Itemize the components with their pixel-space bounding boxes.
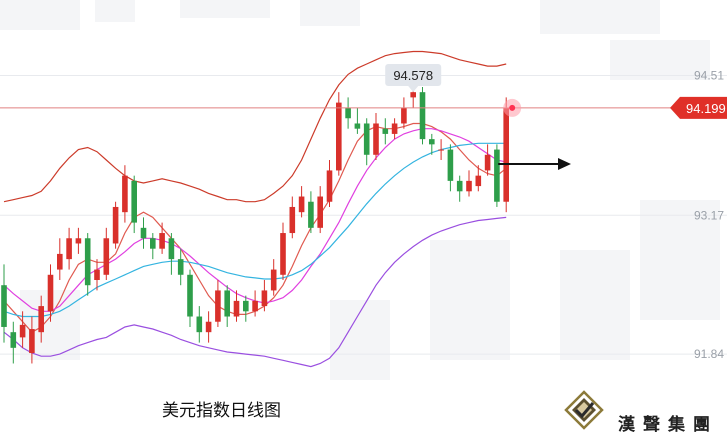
candle-body — [326, 170, 333, 202]
peak-label-pointer — [408, 86, 419, 92]
candle-body — [289, 206, 296, 234]
candle-body — [308, 201, 314, 228]
candle-body — [187, 274, 193, 317]
watermark-block — [560, 250, 630, 360]
candle-body — [122, 175, 128, 213]
peak-label-box — [385, 64, 442, 86]
watermark-block — [540, 0, 660, 34]
watermark-block — [330, 300, 390, 380]
candle-body — [66, 238, 72, 260]
candle-body — [494, 149, 500, 202]
watermark-block — [95, 0, 135, 22]
candle-body — [243, 300, 249, 312]
candle-body — [177, 259, 184, 275]
candle-body — [466, 180, 472, 192]
current-price-label: 94.199 — [686, 101, 726, 116]
candle-body — [57, 253, 63, 270]
candle-body — [484, 154, 491, 171]
logo-emblem-icon — [564, 390, 604, 430]
candles — [1, 68, 509, 364]
chart-caption: 美元指数日线图 — [162, 401, 281, 421]
candle-body — [391, 123, 398, 134]
grid-lines — [0, 74, 727, 355]
candle-body — [131, 180, 137, 223]
candle-body — [354, 123, 361, 129]
candle-body — [150, 238, 156, 249]
watermark-block — [610, 40, 710, 80]
trend-arrow-head — [558, 158, 571, 170]
company-logo: 漢聲集團 — [562, 388, 727, 438]
candle-body — [261, 290, 268, 307]
logo-text: 漢聲集團 — [618, 415, 718, 435]
candle-body — [401, 107, 407, 124]
y-tick-label: 94.51 — [694, 68, 724, 82]
candle-body — [373, 123, 379, 155]
watermark-block — [430, 240, 510, 360]
candle-body — [252, 300, 258, 312]
candle-body — [345, 107, 351, 119]
y-axis-ticks: 94.51 93.17 91.84 — [694, 68, 724, 361]
annotations: 94.578 94.199 — [0, 64, 727, 170]
candle-body — [317, 196, 323, 228]
candle-body — [38, 306, 44, 333]
candle-body — [29, 329, 35, 354]
candle-body — [140, 227, 147, 239]
peak-label: 94.578 — [393, 68, 433, 83]
candle-body — [270, 269, 277, 291]
candle-body — [456, 180, 463, 192]
candle-body — [205, 321, 212, 333]
lower_band-line — [3, 216, 507, 368]
candle-body — [363, 123, 370, 155]
candle-body — [75, 238, 82, 244]
candle-body — [19, 324, 26, 338]
background-watermark — [0, 0, 720, 380]
candle-body — [1, 285, 7, 327]
candle-body — [168, 238, 175, 260]
candle-body — [84, 238, 91, 286]
upper_band-line — [3, 50, 507, 203]
candle-body — [438, 149, 444, 151]
candle-body — [336, 102, 342, 171]
y-tick-label: 93.17 — [694, 208, 724, 222]
watermark-block — [640, 200, 720, 320]
y-tick-label: 91.84 — [694, 347, 724, 361]
candle-body — [103, 238, 110, 275]
candle-body — [419, 92, 426, 140]
candle-body — [382, 128, 389, 134]
candle-body — [159, 233, 165, 249]
candle-body — [410, 92, 416, 98]
watermark-block — [300, 0, 360, 26]
current-point — [509, 104, 516, 111]
candle-body — [233, 300, 240, 317]
candle-body — [112, 206, 119, 244]
candle-body — [196, 316, 203, 333]
candle-body — [47, 274, 54, 312]
candle-body — [429, 139, 435, 145]
candle-body — [10, 332, 17, 348]
candle-body — [298, 196, 305, 213]
current-price-tag — [670, 96, 727, 119]
candle-body — [475, 175, 482, 187]
candle-body — [280, 233, 286, 275]
watermark-block — [0, 0, 80, 30]
candle-body — [503, 107, 509, 202]
candle-body — [447, 149, 454, 181]
candle-body — [224, 290, 230, 317]
candle-body — [94, 269, 100, 280]
watermark-block — [180, 0, 270, 18]
candle-body — [215, 290, 221, 322]
